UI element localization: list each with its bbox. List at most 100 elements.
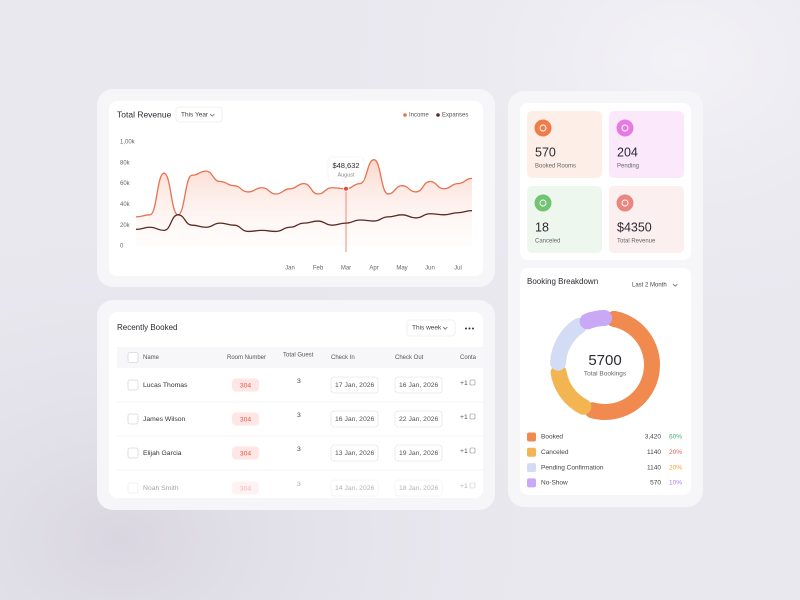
y-tick-label: 40k (120, 202, 131, 208)
legend-swatch (527, 432, 536, 442)
legend-percent: 20% (669, 464, 682, 471)
stat-icon (616, 194, 634, 212)
checkbox[interactable] (127, 447, 139, 459)
room-badge (232, 481, 259, 495)
column-header: Room Number (227, 355, 266, 361)
legend-dot (403, 113, 407, 117)
stat-value: 570 (535, 145, 556, 159)
stat-label: Pending (617, 164, 639, 170)
chevron-icon (442, 326, 448, 330)
room-number: 304 (240, 450, 252, 457)
line-series (135, 159, 473, 218)
stat-icon (616, 119, 634, 137)
date-box (330, 376, 379, 394)
stat-icon-glyph (539, 124, 547, 132)
table-title: Recently Booked (117, 323, 177, 332)
legend-percent: 10% (669, 480, 682, 487)
contact: +1 (460, 483, 468, 490)
room-badge (232, 378, 259, 392)
room-number: 304 (240, 485, 252, 492)
y-tick-label: 1,00k (120, 140, 136, 146)
x-tick-label: Apr (369, 266, 378, 272)
legend-label: Canceled (541, 449, 569, 456)
stat-icon-glyph (539, 199, 547, 207)
donut-segment (584, 310, 660, 420)
tooltip-value: $48,632 (332, 161, 359, 170)
x-tick-label: Feb (313, 266, 324, 272)
dropdown[interactable] (175, 106, 223, 123)
dropdown[interactable] (406, 319, 456, 337)
y-tick-label: 60k (120, 181, 131, 187)
table-row: James Wilson 304 3 16 Jan, 2026 22 Jan, 2026… (117, 410, 483, 437)
donut-segment (550, 364, 592, 415)
total-guest: 3 (297, 412, 301, 419)
donut-segment (550, 317, 587, 371)
breakdown-title: Booking Breakdown (527, 277, 598, 286)
room-number: 304 (240, 382, 252, 389)
table-header (117, 347, 483, 368)
stat-label: Booked Rooms (535, 164, 576, 170)
total-guest: 3 (297, 378, 301, 385)
legend-swatch (527, 478, 536, 488)
checkbox[interactable] (127, 482, 139, 494)
breakdown-panel (520, 268, 691, 495)
stat-icon (534, 119, 552, 137)
checkbox[interactable] (127, 379, 139, 391)
x-tick-label: Jul (454, 266, 462, 272)
stat-label: Total Revenue (617, 239, 656, 245)
y-tick-label: 80k (120, 160, 131, 166)
date-box (330, 444, 379, 462)
check-in: 13 Jan, 2026 (335, 450, 375, 457)
x-tick-label: Jan (285, 266, 295, 272)
breakdown-filter: Last 2 Month (632, 283, 667, 289)
checkbox[interactable] (127, 352, 139, 363)
dropdown-label: This Year (181, 112, 209, 119)
check-out: 19 Jan, 2026 (399, 450, 439, 457)
guest-name: Noah Smith (143, 485, 179, 492)
contact-icon (469, 379, 476, 386)
legend-value: 570 (650, 480, 661, 487)
x-tick-label: May (396, 266, 407, 272)
donut-total-label: Total Bookings (584, 371, 627, 378)
date-box (394, 444, 443, 462)
legend-dot (436, 113, 440, 117)
legend-percent: 20% (669, 449, 682, 456)
x-tick-label: Jun (425, 266, 435, 272)
chart-title: Total Revenue (117, 109, 172, 119)
check-in: 16 Jan, 2026 (335, 416, 375, 423)
tooltip (327, 156, 365, 183)
date-box (394, 376, 443, 394)
dropdown-label: This week (412, 325, 442, 332)
more-dot (472, 327, 474, 330)
content: Total Revenue This Year Income Expanses 0 20k… (117, 106, 684, 497)
contact-icon (469, 413, 476, 420)
stat-icon (534, 194, 552, 212)
room-number: 304 (240, 416, 252, 423)
column-header: Name (143, 355, 160, 361)
legend-value: 1140 (647, 449, 661, 456)
more-dot (465, 327, 467, 330)
donut-segment (579, 310, 613, 330)
y-tick-label: 0 (120, 244, 124, 250)
check-out: 22 Jan, 2026 (399, 416, 439, 423)
table-row: Lucas Thomas 304 3 17 Jan, 2026 16 Jan, 2026… (117, 376, 483, 403)
stat-icon-glyph (621, 199, 629, 207)
legend-label: Income (409, 113, 429, 119)
legend-label: Booked (541, 434, 563, 441)
legend-label: Expanses (442, 113, 468, 119)
legend-swatch (527, 447, 536, 457)
stat-value: 204 (617, 145, 638, 159)
guest-name: James Wilson (143, 416, 186, 423)
stat-value: 18 (535, 220, 549, 234)
tooltip-label: August (337, 172, 355, 178)
contact-icon (469, 447, 476, 454)
checkbox[interactable] (127, 413, 139, 425)
contact-icon (469, 482, 476, 489)
contact: +1 (460, 448, 468, 455)
table-row: Noah Smith 304 3 14 Jan, 2026 18 Jan, 2026 +1 (127, 479, 476, 497)
legend-value: 3,420 (645, 434, 662, 441)
check-in: 14 Jan, 2026 (335, 485, 375, 492)
stat-value: $4350 (617, 220, 652, 234)
total-guest: 3 (297, 481, 301, 488)
